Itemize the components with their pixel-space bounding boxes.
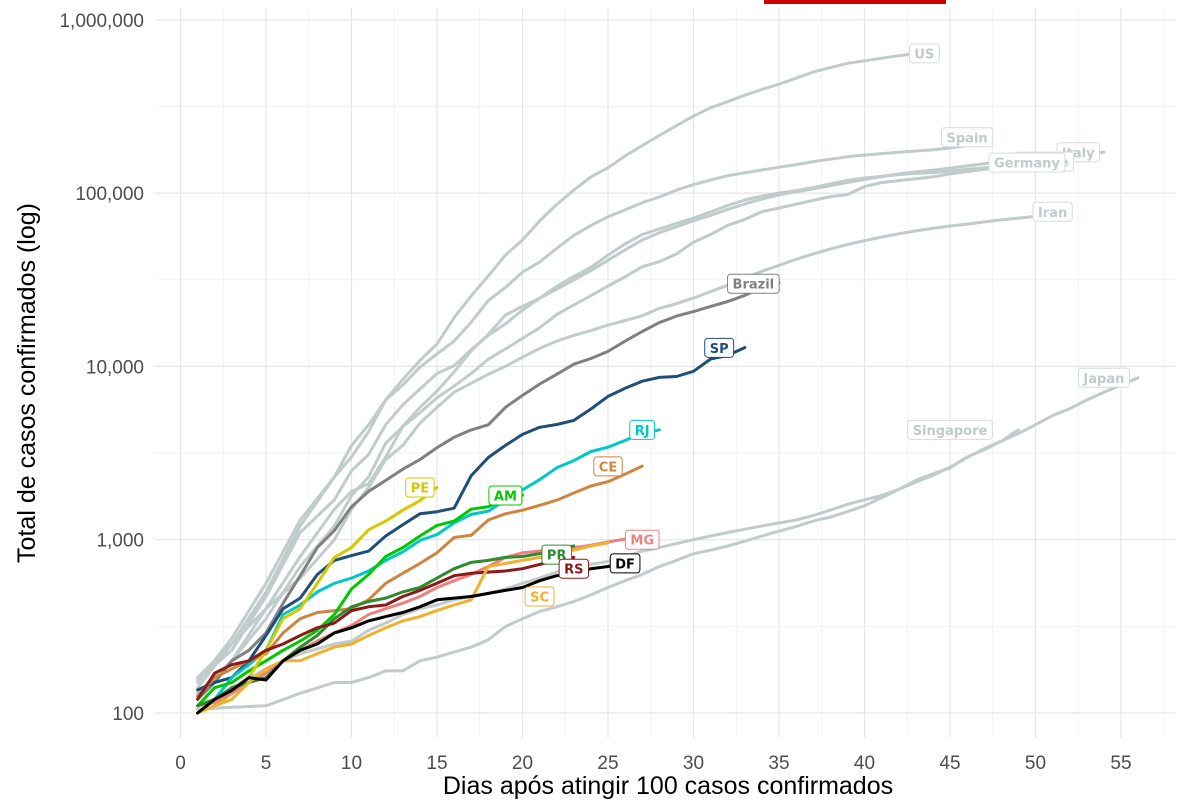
series-line-germany xyxy=(196,162,1037,695)
series-label-box xyxy=(405,477,435,498)
series-label-box xyxy=(629,419,656,440)
series-line-italy xyxy=(196,150,1106,682)
x-axis-title: Dias após atingir 100 casos confirmados xyxy=(443,772,893,800)
grid xyxy=(155,8,1176,738)
series-label-germany: Germany xyxy=(988,152,1066,173)
series-label-brazil: Brazil xyxy=(727,273,780,294)
svg-text:AM: AM xyxy=(494,489,517,504)
series-line-iran xyxy=(196,211,1055,690)
series-label-box xyxy=(488,485,523,506)
x-tick-label: 5 xyxy=(261,753,272,774)
series-label-box xyxy=(558,558,589,579)
x-tick-label: 40 xyxy=(854,753,875,774)
series-label-mg: MG xyxy=(624,529,660,550)
series-label-singapore: Singapore xyxy=(907,419,993,440)
x-tick-label: 30 xyxy=(683,753,704,774)
series-label-df: DF xyxy=(609,553,641,574)
x-tick-label: 25 xyxy=(597,753,618,774)
x-tick-label: 55 xyxy=(1110,753,1131,774)
world-series-lines xyxy=(196,51,1140,715)
svg-text:Brazil: Brazil xyxy=(733,278,775,293)
svg-text:Iran: Iran xyxy=(1038,206,1067,221)
svg-text:Germany: Germany xyxy=(994,157,1060,172)
series-label-box xyxy=(1032,201,1073,222)
title-highlight xyxy=(764,0,946,4)
y-axis-ticks: 100 1,000 10,000 100,000 1,000,000 xyxy=(59,11,144,725)
series-line-us xyxy=(196,51,918,684)
series-label-box xyxy=(624,529,660,550)
x-tick-label: 15 xyxy=(426,753,447,774)
svg-text:SC: SC xyxy=(530,591,549,606)
y-axis-title: Total de casos confirmados (log) xyxy=(13,203,41,563)
series-label-box xyxy=(907,419,993,440)
svg-text:RS: RS xyxy=(564,563,583,578)
svg-text:MG: MG xyxy=(630,534,654,549)
series-line-spain xyxy=(196,144,969,680)
svg-text:Spain: Spain xyxy=(947,131,988,146)
series-label-iran: Iran xyxy=(1032,201,1073,222)
series-labels: USSpainItalyFranceGermanyIranJapanSingap… xyxy=(405,43,1130,607)
series-label-ce: CE xyxy=(593,456,623,477)
x-tick-label: 35 xyxy=(768,753,789,774)
x-tick-label: 20 xyxy=(512,753,533,774)
y-tick-label: 100,000 xyxy=(75,184,144,205)
series-label-spain: Spain xyxy=(941,127,994,148)
series-label-us: US xyxy=(908,43,940,64)
svg-text:Japan: Japan xyxy=(1082,372,1124,387)
series-label-rj: RJ xyxy=(629,419,656,440)
svg-text:US: US xyxy=(914,47,934,62)
series-label-box xyxy=(704,337,735,358)
x-tick-label: 0 xyxy=(175,753,186,774)
series-label-box xyxy=(941,127,994,148)
series-label-rs: RS xyxy=(558,558,589,579)
series-line-rs xyxy=(196,555,576,701)
brazil-series-lines xyxy=(196,281,781,715)
svg-text:PE: PE xyxy=(411,482,429,497)
y-tick-label: 100 xyxy=(112,704,144,725)
series-label-box xyxy=(609,553,641,574)
series-label-box xyxy=(988,152,1066,173)
series-line-singapore xyxy=(196,428,1020,715)
x-axis-ticks: 0 5 10 15 20 25 30 35 40 45 50 55 xyxy=(175,753,1131,774)
series-label-box xyxy=(1077,367,1130,388)
series-label-box xyxy=(908,43,940,64)
svg-text:SP: SP xyxy=(710,342,729,357)
series-line-am xyxy=(196,493,524,708)
series-label-pe: PE xyxy=(405,477,435,498)
series-label-box xyxy=(593,456,623,477)
series-label-sc: SC xyxy=(524,586,555,607)
title-area xyxy=(764,0,946,4)
series-line-sc xyxy=(196,541,610,715)
svg-text:DF: DF xyxy=(615,557,635,572)
y-tick-label: 1,000 xyxy=(96,531,144,552)
svg-text:Singapore: Singapore xyxy=(913,424,988,439)
series-line-france xyxy=(196,161,1037,695)
y-tick-label: 1,000,000 xyxy=(59,11,144,32)
series-label-sp: SP xyxy=(704,337,735,358)
series-label-am: AM xyxy=(488,485,523,506)
series-line-df xyxy=(196,561,627,715)
svg-text:CE: CE xyxy=(599,460,617,475)
x-tick-label: 10 xyxy=(341,753,362,774)
series-line-sp xyxy=(196,346,747,692)
series-label-japan: Japan xyxy=(1077,367,1130,388)
x-tick-label: 50 xyxy=(1025,753,1046,774)
y-tick-label: 10,000 xyxy=(86,357,144,378)
svg-text:RJ: RJ xyxy=(635,424,650,439)
x-tick-label: 45 xyxy=(939,753,960,774)
series-line-brazil xyxy=(196,281,781,701)
series-label-box xyxy=(524,586,555,607)
series-label-box xyxy=(727,273,780,294)
